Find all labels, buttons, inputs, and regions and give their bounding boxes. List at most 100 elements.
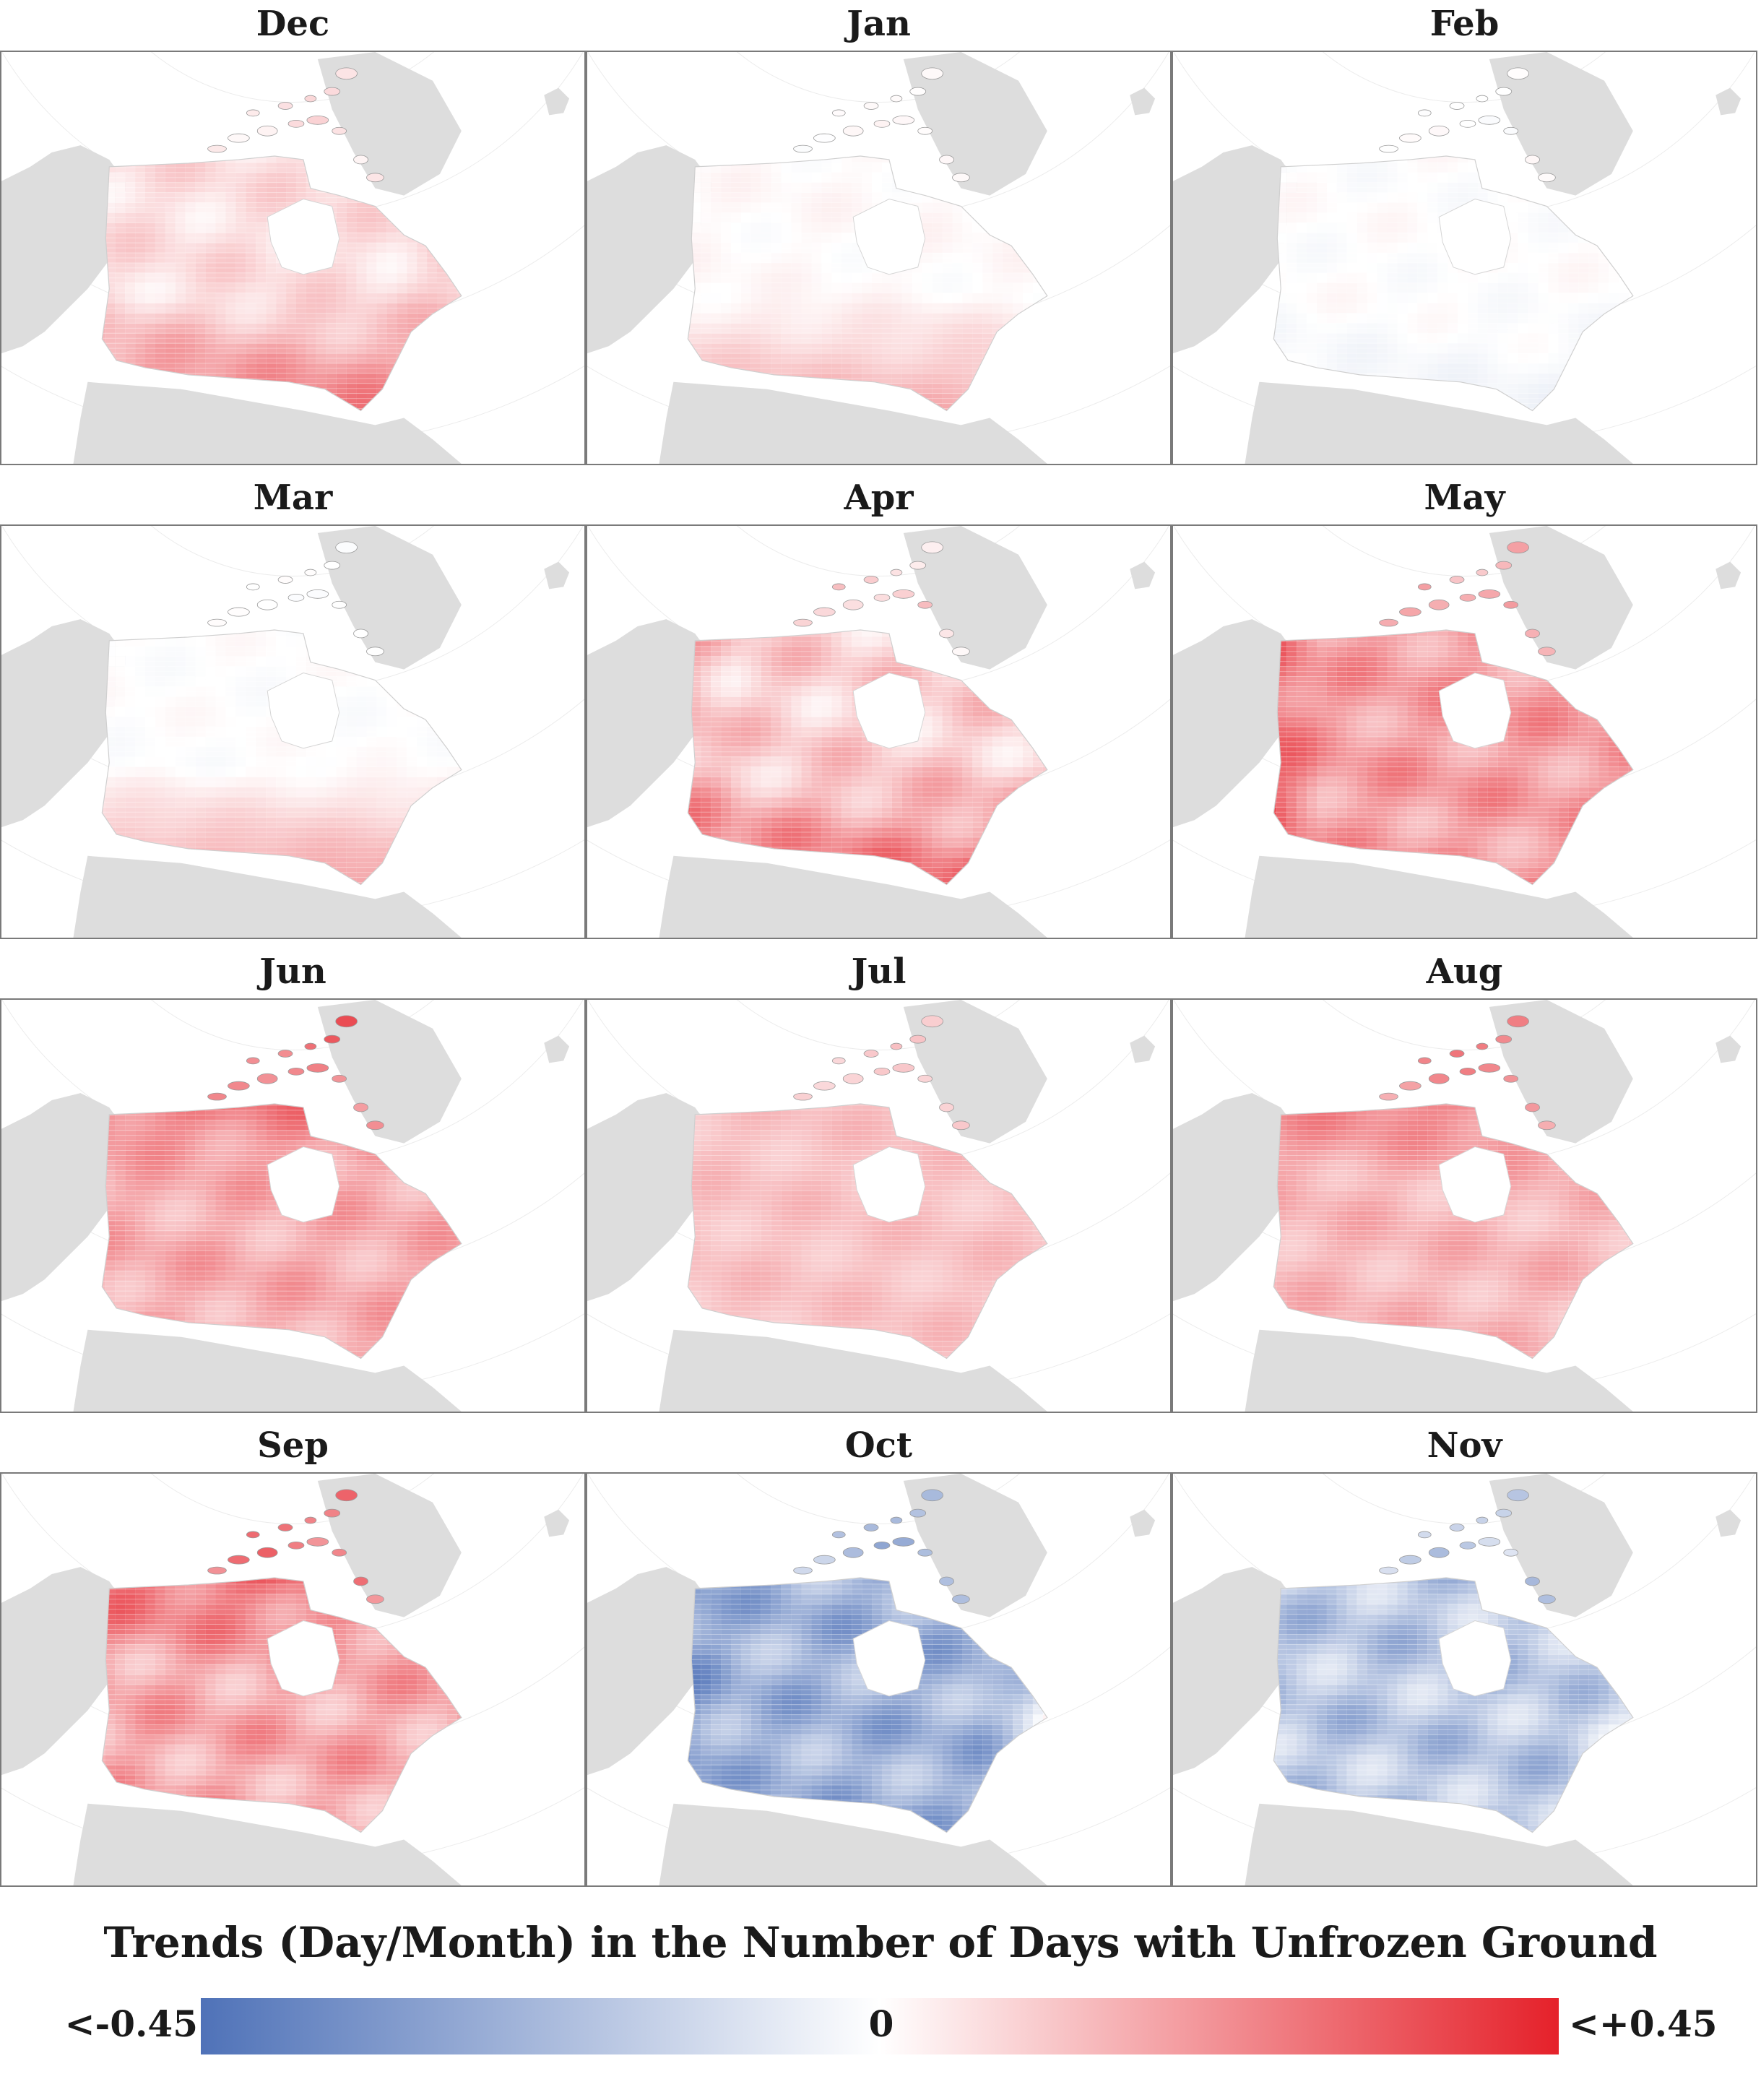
trend-cell [801, 656, 812, 667]
trend-cell [276, 656, 287, 667]
arctic-island [306, 115, 329, 125]
trend-cell [891, 323, 902, 334]
trend-cell [1437, 272, 1448, 283]
trend-cell [447, 887, 457, 897]
trend-cell [1297, 243, 1307, 254]
trend-cell [1598, 413, 1609, 423]
trend-cell [881, 656, 892, 667]
trend-cell [102, 313, 105, 324]
graticule-line [737, 526, 1020, 576]
trend-cell [155, 696, 165, 707]
arctic-island [246, 109, 260, 117]
trend-cell [446, 837, 457, 847]
trend-cell [982, 333, 993, 344]
trend-cell [1032, 353, 1043, 363]
trend-cell [175, 696, 186, 707]
trend-cell [922, 212, 933, 223]
trend-cell [972, 333, 983, 344]
trend-cell [195, 817, 206, 828]
trend-cell [1357, 262, 1367, 273]
trend-cell [952, 212, 963, 223]
trend-cell [821, 293, 832, 303]
trend-cell [185, 676, 196, 687]
trend-cell [266, 253, 277, 263]
trend-cell [771, 636, 782, 647]
trend-cell [801, 727, 812, 737]
trend-cell [801, 646, 812, 657]
trend-cell [175, 686, 186, 697]
trend-cell [336, 877, 347, 885]
trend-cell [811, 646, 822, 657]
trend-cell [417, 746, 428, 757]
trend-cell [356, 323, 367, 334]
trend-cell [982, 243, 993, 254]
trend-cell [145, 807, 155, 818]
trend-cell [366, 817, 377, 828]
trend-cell [901, 363, 912, 373]
trend-cell [701, 363, 711, 373]
trend-cell [437, 797, 447, 808]
trend-cell [750, 373, 761, 384]
trend-cell [467, 878, 477, 888]
trend-cell [952, 746, 963, 757]
trend-cell [135, 707, 146, 717]
trend-cell [205, 353, 216, 363]
trend-cell [1437, 182, 1448, 193]
trend-cell [397, 857, 407, 868]
trend-cell [145, 787, 155, 798]
trend-cell [1528, 363, 1539, 373]
trend-cell [872, 666, 882, 677]
trend-cell [256, 797, 267, 808]
trend-cell [256, 629, 267, 636]
trend-cell [922, 717, 933, 727]
trend-cell [165, 253, 176, 263]
trend-cell [1588, 373, 1599, 384]
trend-cell [982, 373, 993, 384]
trend-cell [1588, 353, 1599, 363]
trend-cell [781, 162, 792, 173]
trend-cell [1397, 383, 1408, 394]
trend-cell [731, 656, 741, 667]
trend-cell [195, 162, 206, 173]
trend-cell [376, 403, 387, 411]
trend-cell [962, 262, 973, 273]
trend-cell [1367, 155, 1377, 163]
trend-cell [841, 393, 852, 404]
trend-cell [841, 212, 852, 223]
trend-cell [811, 343, 822, 354]
trend-cell [386, 727, 397, 737]
trend-cell [852, 646, 862, 657]
trend-cell [1528, 202, 1539, 213]
trend-cell [1528, 333, 1539, 344]
trend-cell [872, 172, 882, 183]
trend-cell [962, 303, 973, 314]
trend-cell [952, 686, 963, 697]
trend-cell [437, 746, 447, 757]
trend-cell [1297, 233, 1307, 243]
canada-outline [101, 155, 462, 412]
trend-cell [145, 756, 155, 767]
trend-cell [1053, 333, 1063, 343]
trend-cell [962, 373, 973, 384]
trend-cell [417, 262, 428, 273]
trend-cell [145, 343, 155, 354]
trend-cell [811, 363, 822, 373]
trend-cell [115, 656, 126, 667]
trend-cell [1507, 373, 1518, 384]
land-area [1173, 145, 1299, 354]
trend-cell [215, 746, 226, 757]
trend-cell [1609, 383, 1619, 394]
trend-cell [1538, 413, 1548, 423]
trend-cell [165, 686, 176, 697]
trend-cell [427, 676, 438, 687]
trend-cell [811, 323, 822, 334]
trend-cell [397, 383, 407, 394]
trend-cell [1377, 243, 1388, 254]
trend-cell [791, 182, 802, 193]
trend-cell [750, 636, 761, 647]
trend-cell [125, 313, 136, 324]
trend-cell [1336, 182, 1347, 193]
trend-cell [346, 212, 357, 223]
trend-cell [215, 333, 226, 344]
trend-cell [467, 696, 477, 707]
